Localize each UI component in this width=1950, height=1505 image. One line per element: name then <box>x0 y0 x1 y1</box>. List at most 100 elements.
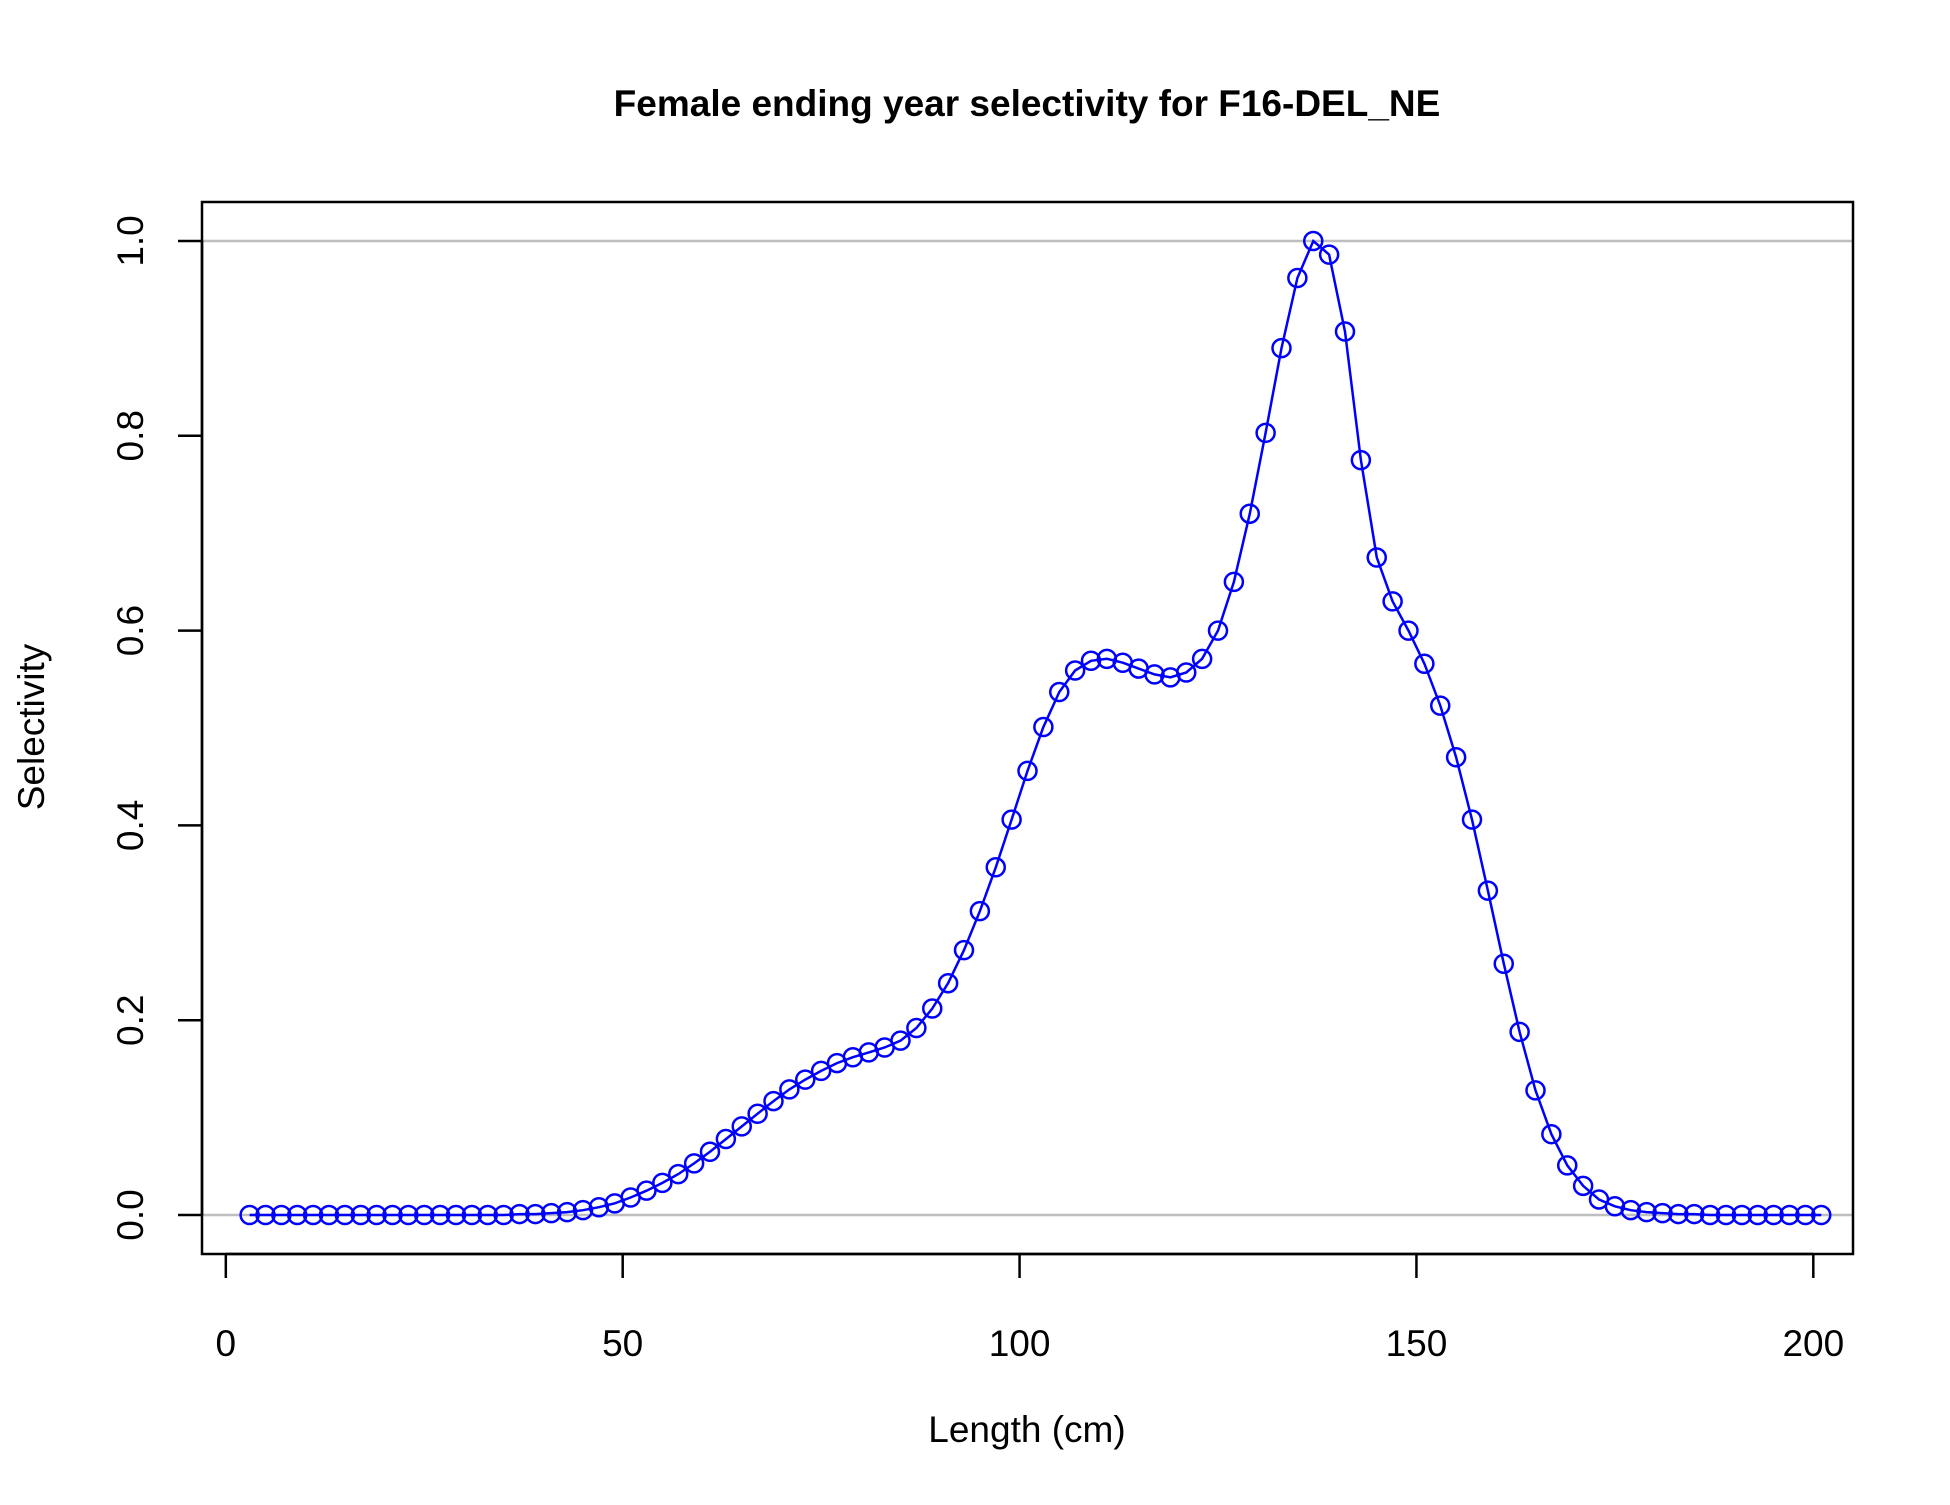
data-point <box>1445 746 1467 768</box>
data-point <box>715 1128 737 1150</box>
data-point <box>1541 1123 1562 1145</box>
data-point <box>906 1017 927 1039</box>
data-point <box>1176 662 1197 683</box>
data-point <box>1699 1204 1721 1226</box>
data-point <box>1572 1175 1594 1197</box>
data-point <box>445 1204 467 1226</box>
data-point <box>1350 449 1372 471</box>
data-point <box>493 1204 514 1226</box>
data-point <box>937 972 959 994</box>
y-tick-label: 0.2 <box>110 995 151 1046</box>
data-point <box>477 1204 498 1226</box>
data-point <box>1239 503 1260 524</box>
reference-lines <box>202 239 1853 1217</box>
x-tick-label: 0 <box>216 1323 237 1364</box>
data-point <box>1811 1204 1832 1226</box>
data-point <box>1191 648 1213 670</box>
y-tick-label: 1.0 <box>110 215 151 266</box>
data-point <box>1731 1204 1753 1226</box>
data-point <box>763 1090 784 1112</box>
data-point <box>525 1203 546 1225</box>
data-point <box>1334 321 1356 342</box>
data-point <box>572 1199 594 1221</box>
chart-title: Female ending year selectivity for F16-D… <box>614 83 1441 124</box>
data-point <box>1287 267 1308 289</box>
data-point <box>795 1069 816 1090</box>
y-tick-label: 0.6 <box>110 605 151 656</box>
data-point <box>239 1204 260 1226</box>
data-point <box>541 1202 562 1224</box>
data-point <box>1033 716 1054 738</box>
data-point <box>731 1116 752 1137</box>
data-point <box>556 1201 578 1223</box>
data-point <box>1509 1021 1530 1043</box>
data-point <box>1779 1204 1800 1226</box>
data-point <box>1668 1203 1689 1225</box>
data-point <box>699 1141 721 1162</box>
data-point <box>1255 422 1276 444</box>
data-point <box>414 1204 435 1226</box>
data-point <box>461 1204 483 1226</box>
data-point <box>382 1204 403 1226</box>
data-point <box>350 1204 371 1226</box>
data-point <box>1461 809 1483 830</box>
x-tick-label: 50 <box>602 1323 643 1364</box>
y-tick-label: 0.8 <box>110 410 151 461</box>
data-point <box>271 1204 292 1226</box>
plot-frame <box>200 200 1855 1256</box>
data-point <box>652 1172 673 1194</box>
data-point <box>1049 681 1070 703</box>
data-point <box>1715 1204 1737 1226</box>
data-point <box>429 1204 451 1226</box>
data-point <box>1318 244 1340 265</box>
data-point <box>810 1060 832 1082</box>
data-point <box>1795 1204 1816 1226</box>
data-point <box>1398 620 1419 641</box>
data-point <box>890 1030 911 1051</box>
data-point <box>1636 1201 1657 1223</box>
data-point <box>1207 620 1229 641</box>
x-tick-label: 100 <box>989 1323 1051 1364</box>
data-point <box>1620 1199 1641 1221</box>
data-point <box>1684 1203 1705 1225</box>
data-point <box>287 1204 308 1226</box>
data-point <box>1017 760 1038 782</box>
data-point <box>953 939 975 961</box>
x-axis-label: Length (cm) <box>928 1409 1125 1450</box>
y-tick-label: 0.4 <box>110 800 151 851</box>
y-axis-label: Selectivity <box>11 643 52 810</box>
data-point <box>1064 660 1086 681</box>
data-point <box>1652 1202 1673 1224</box>
data-point <box>1001 809 1022 830</box>
data-point <box>1382 591 1403 612</box>
data-point <box>985 857 1006 878</box>
data-point <box>334 1204 356 1226</box>
data-point <box>636 1180 657 1201</box>
y-axis: 0.0 0.2 0.4 0.6 0.8 1.0 <box>110 215 204 1241</box>
data-point <box>683 1153 705 1174</box>
data-point <box>969 900 991 922</box>
data-point <box>1303 230 1324 252</box>
data-point <box>1525 1080 1546 1101</box>
data-point <box>1271 337 1292 359</box>
data-point <box>922 998 943 1019</box>
x-tick-label: 200 <box>1782 1323 1844 1364</box>
data-point <box>1366 547 1387 568</box>
data-point <box>1557 1155 1578 1176</box>
data-point <box>398 1204 419 1226</box>
data-point <box>366 1204 387 1226</box>
data-point <box>302 1204 324 1226</box>
x-tick-label: 150 <box>1386 1323 1448 1364</box>
data-point <box>668 1163 689 1185</box>
x-axis: 0 50 100 150 200 <box>216 1252 1844 1364</box>
data-point <box>1223 571 1245 593</box>
data-point <box>1763 1204 1784 1226</box>
data-point <box>1477 880 1499 901</box>
data-point <box>255 1204 276 1226</box>
data-point <box>1080 650 1102 672</box>
data-point <box>1493 953 1514 974</box>
data-point <box>779 1079 800 1100</box>
data-point <box>1414 653 1435 674</box>
